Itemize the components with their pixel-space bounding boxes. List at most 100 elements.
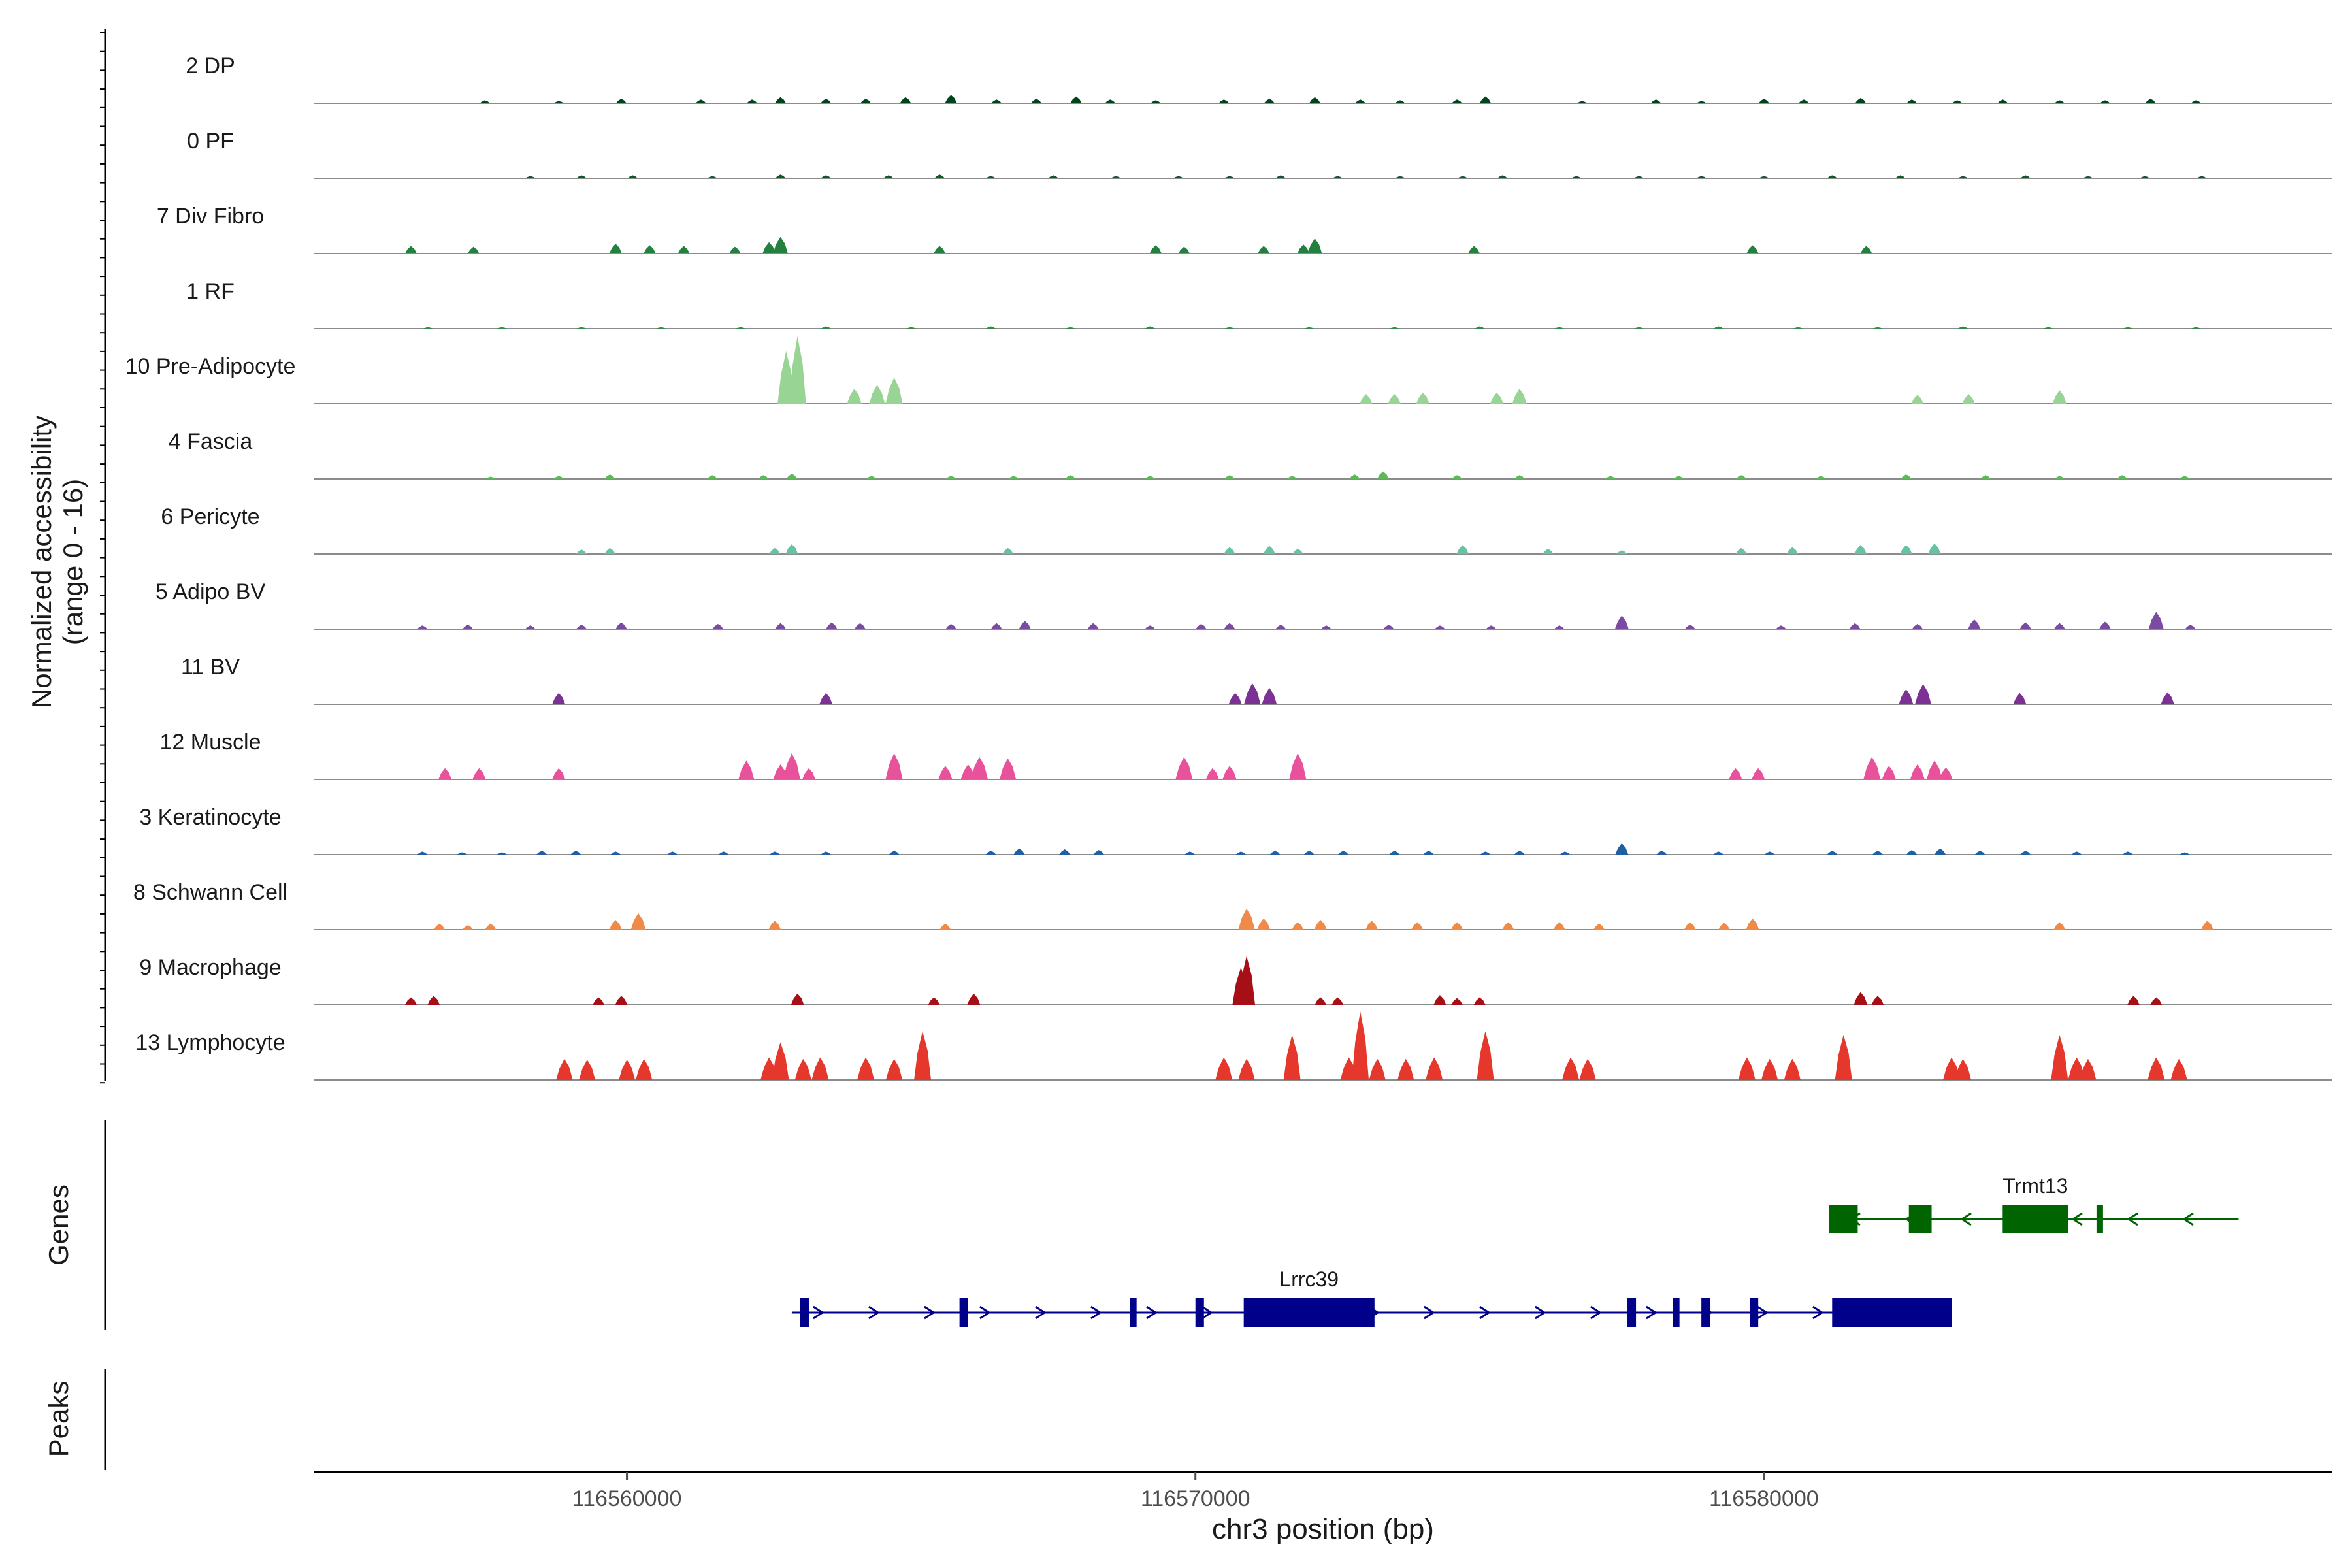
coverage-peak bbox=[1307, 238, 1322, 253]
strand-arrow bbox=[979, 1305, 991, 1320]
track-label: 5 Adipo BV bbox=[155, 580, 266, 604]
coverage-peak bbox=[2052, 390, 2066, 404]
coverage-peak bbox=[1863, 757, 1881, 779]
coverage-peak bbox=[773, 764, 788, 779]
coverage-peak bbox=[525, 176, 536, 178]
coverage-peak bbox=[1738, 1057, 1756, 1080]
coverage-peak bbox=[1352, 1011, 1369, 1080]
coverage-peak bbox=[1395, 100, 1405, 103]
coverage-peak bbox=[1835, 1035, 1852, 1080]
coverage-peak bbox=[609, 244, 622, 253]
coverage-peak bbox=[712, 623, 724, 629]
coverage-peak bbox=[1968, 619, 1981, 629]
coverage-peak bbox=[1943, 1057, 1961, 1080]
coverage-peak bbox=[2123, 327, 2133, 329]
track-13-lymphocyte: 13 Lymphocyte bbox=[135, 1011, 2332, 1081]
coverage-peak bbox=[2201, 921, 2213, 930]
coverage-peak bbox=[1576, 101, 1588, 103]
coverage-peak bbox=[1605, 476, 1616, 479]
coverage-peak bbox=[1145, 625, 1156, 629]
coverage-peak bbox=[1912, 623, 1923, 629]
coverage-peak bbox=[729, 246, 741, 253]
gene-exon bbox=[1832, 1298, 1952, 1327]
track-8-schwann-cell: 8 Schwann Cell bbox=[133, 880, 2332, 930]
coverage-peak bbox=[1696, 101, 1707, 103]
coverage-peak bbox=[928, 997, 940, 1005]
coverage-peak bbox=[1030, 99, 1042, 103]
track-label: 9 Macrophage bbox=[139, 955, 281, 980]
coverage-peak bbox=[615, 996, 628, 1005]
coverage-peak bbox=[1490, 392, 1503, 404]
coverage-peak bbox=[1935, 848, 1946, 855]
coverage-peak bbox=[945, 623, 956, 629]
coverage-peak bbox=[1411, 922, 1424, 930]
coverage-peak bbox=[791, 993, 804, 1005]
coverage-peak bbox=[536, 851, 547, 855]
coverage-peak bbox=[1746, 918, 1759, 930]
coverage-peak bbox=[747, 99, 758, 103]
strand-arrow bbox=[924, 1305, 936, 1320]
coverage-peak bbox=[821, 326, 831, 329]
coverage-peak bbox=[1562, 1057, 1580, 1080]
coverage-peak bbox=[2180, 852, 2190, 855]
coverage-peak bbox=[678, 246, 690, 253]
coverage-peak bbox=[553, 476, 564, 479]
track-label: 2 DP bbox=[186, 54, 235, 78]
coverage-peak bbox=[1258, 246, 1270, 253]
coverage-peak bbox=[770, 851, 780, 855]
coverage-peak bbox=[1553, 922, 1565, 930]
coverage-peak bbox=[1224, 475, 1235, 479]
coverage-peak bbox=[1473, 997, 1486, 1005]
coverage-peak bbox=[2054, 476, 2065, 479]
coverage-peak bbox=[1650, 99, 1661, 103]
coverage-peak bbox=[1286, 476, 1298, 479]
coverage-peak bbox=[1222, 766, 1237, 779]
coverage-peak bbox=[736, 327, 746, 329]
coverage-peak bbox=[1502, 922, 1514, 930]
gene-exon bbox=[1750, 1298, 1759, 1327]
gene-exon bbox=[2096, 1205, 2103, 1233]
coverage-peak bbox=[1827, 175, 1838, 178]
coverage-peak bbox=[2145, 99, 2156, 103]
coverage-peak bbox=[707, 176, 717, 178]
coverage-peak bbox=[1633, 176, 1644, 178]
coverage-peak bbox=[1952, 100, 1963, 103]
strand-arrow bbox=[1535, 1305, 1546, 1320]
coverage-peak bbox=[576, 327, 587, 329]
coverage-peak bbox=[1065, 327, 1075, 329]
coverage-peak bbox=[1304, 327, 1315, 329]
coverage-peak bbox=[1656, 851, 1667, 855]
coverage-peak bbox=[1673, 476, 1684, 479]
coverage-peak bbox=[1761, 1058, 1778, 1080]
coverage-peak bbox=[1911, 395, 1924, 404]
coverage-peak bbox=[604, 547, 616, 554]
coverage-peak bbox=[985, 851, 996, 855]
coverage-peak bbox=[820, 99, 832, 103]
coverage-peak bbox=[1855, 97, 1867, 103]
coverage-peak bbox=[1616, 550, 1627, 554]
coverage-peak bbox=[789, 336, 806, 404]
coverage-peak bbox=[1377, 471, 1389, 479]
gene-exon bbox=[1829, 1205, 1858, 1233]
coverage-peak bbox=[627, 175, 638, 178]
coverage-peak bbox=[1149, 245, 1162, 253]
coverage-peak bbox=[2080, 1058, 2097, 1080]
strand-arrow bbox=[868, 1305, 880, 1320]
coverage-peak bbox=[1228, 693, 1242, 704]
coverage-peak bbox=[1289, 753, 1307, 779]
strand-arrow bbox=[1035, 1305, 1047, 1320]
coverage-peak bbox=[1315, 997, 1327, 1005]
x-tick-label: 116580000 bbox=[1709, 1486, 1819, 1511]
coverage-peak bbox=[758, 475, 769, 479]
coverage-peak bbox=[1957, 176, 1968, 178]
coverage-peak bbox=[1512, 389, 1527, 404]
coverage-peak bbox=[1901, 474, 1912, 479]
coverage-peak bbox=[1355, 99, 1366, 103]
coverage-peak bbox=[656, 327, 666, 329]
coverage-peak bbox=[860, 99, 872, 103]
coverage-peak bbox=[457, 852, 467, 855]
coverage-peak bbox=[1048, 175, 1058, 178]
track-12-muscle: 12 Muscle bbox=[160, 730, 2332, 780]
coverage-peak bbox=[1860, 246, 1872, 253]
coverage-peak bbox=[1696, 176, 1707, 178]
